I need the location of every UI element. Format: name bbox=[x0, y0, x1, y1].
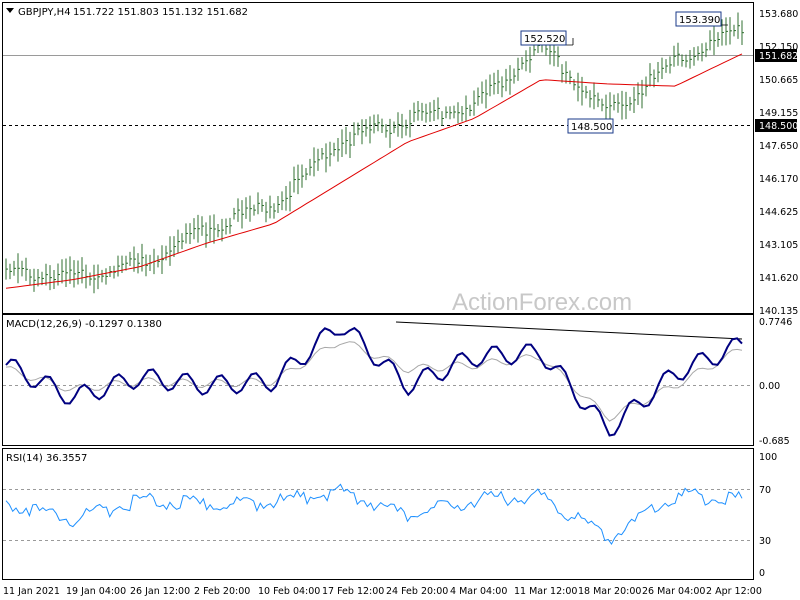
price-tick: 140.135 bbox=[759, 306, 798, 317]
time-label: 19 Jan 04:00 bbox=[66, 586, 126, 597]
time-label: 2 Feb 20:00 bbox=[194, 586, 250, 597]
time-label: 18 Mar 20:00 bbox=[578, 586, 641, 597]
macd-divergence-trendline bbox=[395, 321, 743, 340]
price-tick: 141.620 bbox=[759, 273, 798, 284]
current-price-tag bbox=[755, 49, 797, 62]
time-label: 11 Mar 12:00 bbox=[514, 586, 577, 597]
support-price-tag bbox=[755, 119, 797, 132]
price-panel-frame bbox=[2, 2, 754, 314]
chart-header: GBPJPY,H4 151.722 151.803 151.132 151.68… bbox=[6, 7, 248, 18]
rsi-tick: 0 bbox=[759, 568, 765, 579]
time-label: 24 Feb 20:00 bbox=[386, 586, 448, 597]
price-tick: 153.680 bbox=[759, 9, 798, 20]
watermark: ActionForex.com bbox=[452, 289, 632, 316]
macd-tick: -0.685 bbox=[759, 436, 790, 447]
price-tick: 150.665 bbox=[759, 75, 798, 86]
current-price-value: 151.682 bbox=[759, 51, 798, 62]
rsi-line bbox=[5, 483, 743, 546]
time-label: 17 Feb 12:00 bbox=[322, 586, 384, 597]
macd-signal-line bbox=[5, 341, 743, 422]
time-label: 11 Jan 2021 bbox=[3, 586, 60, 597]
annotation-high1: 152.520 bbox=[520, 30, 574, 46]
annotation-low1: 148.500 bbox=[567, 118, 614, 134]
support-price-value: 148.500 bbox=[759, 121, 798, 132]
time-label: 26 Mar 04:00 bbox=[642, 586, 705, 597]
price-tick: 143.105 bbox=[759, 240, 798, 251]
time-axis: 11 Jan 2021 19 Jan 04:00 26 Jan 12:00 2 … bbox=[3, 586, 762, 597]
time-label: 4 Mar 04:00 bbox=[450, 586, 507, 597]
price-bars bbox=[5, 12, 744, 294]
price-tick: 149.155 bbox=[759, 108, 798, 119]
price-tick: 144.625 bbox=[759, 207, 798, 218]
macd-label: MACD(12,26,9) -0.1297 0.1380 bbox=[6, 319, 162, 330]
moving-average-line bbox=[5, 53, 743, 289]
macd-panel-frame bbox=[2, 314, 754, 446]
price-tick: 147.650 bbox=[759, 141, 798, 152]
rsi-tick: 70 bbox=[759, 485, 771, 496]
collapse-triangle-icon bbox=[6, 8, 14, 13]
macd-tick: 0.7746 bbox=[759, 317, 792, 328]
time-label: 10 Feb 04:00 bbox=[258, 586, 320, 597]
svg-text:148.500: 148.500 bbox=[571, 122, 612, 133]
rsi-tick: 100 bbox=[759, 452, 777, 463]
annotation-high2: 153.390 bbox=[675, 11, 728, 27]
price-tick: 146.170 bbox=[759, 174, 798, 185]
macd-main-line bbox=[5, 326, 743, 437]
ohlc-values: 151.722 151.803 151.132 151.682 bbox=[73, 7, 248, 18]
time-label: 26 Jan 12:00 bbox=[130, 586, 190, 597]
svg-text:152.520: 152.520 bbox=[524, 34, 565, 45]
rsi-label: RSI(14) 36.3557 bbox=[6, 453, 87, 464]
time-label: 2 Apr 12:00 bbox=[706, 586, 762, 597]
svg-text:153.390: 153.390 bbox=[679, 15, 720, 26]
symbol-label: GBPJPY,H4 bbox=[18, 7, 71, 18]
rsi-tick: 30 bbox=[759, 536, 771, 547]
price-axis: 153.680 152.150 150.665 149.155 147.650 … bbox=[755, 9, 798, 317]
rsi-panel-frame bbox=[2, 448, 754, 580]
price-tick: 152.150 bbox=[759, 42, 798, 53]
macd-tick: 0.00 bbox=[759, 381, 780, 392]
